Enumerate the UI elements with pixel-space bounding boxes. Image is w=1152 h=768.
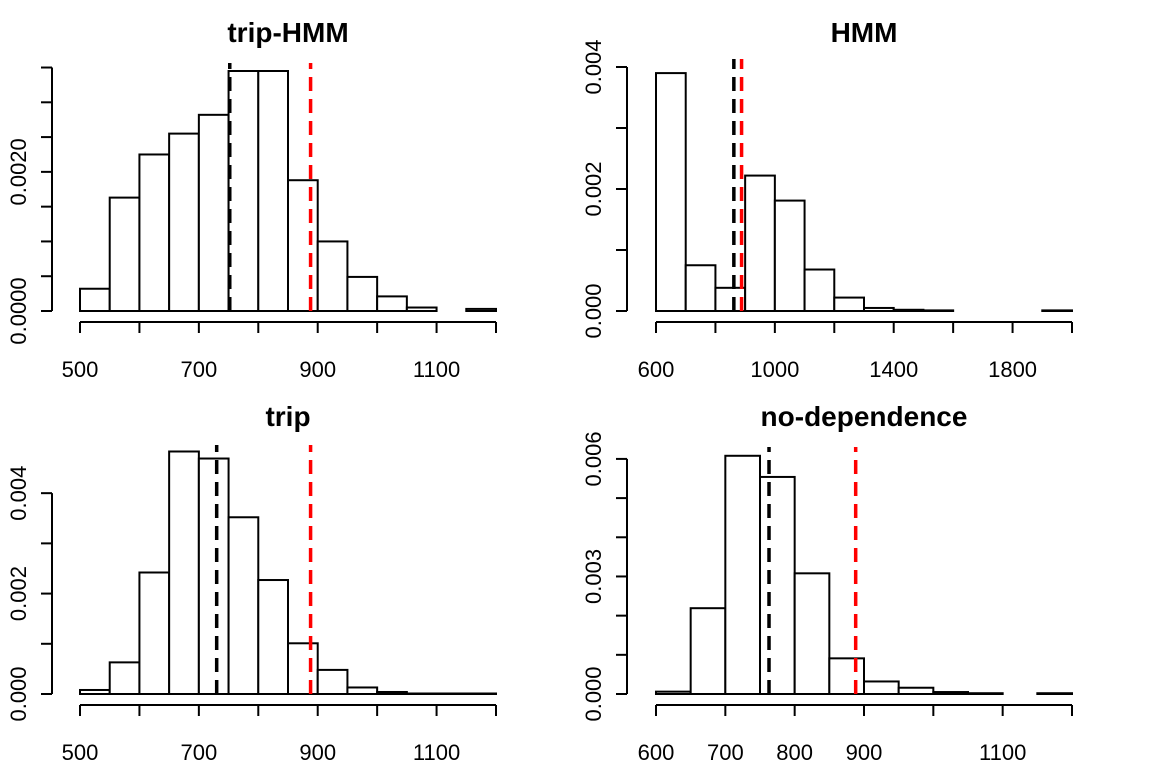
histogram-bar — [803, 268, 836, 312]
y-tick-label: 0.000 — [581, 283, 606, 338]
x-tick-label: 500 — [62, 740, 99, 765]
histogram-panel-3: trip 500 700 900 1100 0.000 0.002 0.004 — [6, 401, 497, 765]
histogram-bar — [932, 691, 969, 695]
histogram-bar — [897, 686, 935, 695]
x-tick-label: 800 — [776, 740, 813, 765]
x-tick-label: 1800 — [988, 357, 1037, 382]
histogram-bar — [833, 296, 865, 312]
histogram-bar — [376, 690, 408, 695]
histogram-bar — [79, 688, 111, 696]
histogram-bar — [828, 657, 865, 695]
histogram-bar — [655, 690, 692, 695]
histogram-bar — [108, 661, 141, 696]
histogram-bar — [168, 132, 200, 312]
histogram-bar — [1041, 309, 1074, 313]
y-tick-label: 0.000 — [581, 666, 606, 721]
x-tick-label: 900 — [846, 740, 883, 765]
histogram-bar — [759, 475, 796, 695]
histogram-bar — [346, 686, 379, 695]
histogram-bar — [1036, 692, 1074, 695]
histogram-bar — [892, 308, 925, 312]
histogram-bar — [316, 240, 349, 312]
histogram-bar — [435, 692, 468, 696]
y-tick-label: 0.004 — [581, 39, 606, 94]
x-tick-label: 500 — [62, 357, 99, 382]
x-tick-label: 1400 — [869, 357, 918, 382]
x-tick-label: 1100 — [979, 740, 1026, 765]
histogram-bar — [79, 287, 111, 313]
x-tick-label: 900 — [299, 357, 336, 382]
histogram-bar — [227, 516, 260, 695]
chart-title: HMM — [831, 17, 898, 48]
y-tick-label: 0.003 — [581, 549, 606, 604]
y-tick-label: 0.002 — [581, 161, 606, 216]
histogram-bar — [465, 692, 497, 696]
y-tick-label: 0.006 — [581, 431, 606, 486]
x-tick-label: 700 — [180, 357, 217, 382]
chart-title: no-dependence — [761, 401, 968, 432]
histogram-panel-2: HMM 600 1000 1400 1800 0.000 0.002 0.004 — [581, 17, 1074, 382]
histogram-bar — [227, 70, 260, 312]
histogram-bar — [287, 179, 319, 312]
histogram-bar — [257, 579, 289, 696]
histogram-bar — [863, 306, 895, 313]
histogram-bar — [773, 199, 806, 312]
histogram-bar — [684, 264, 717, 312]
histogram-bar — [689, 607, 727, 695]
histogram-panel-1: trip-HMM 500 700 900 1100 0.0000 0.0020 — [6, 17, 497, 382]
histogram-bar — [346, 275, 379, 313]
y-tick-label: 0.0000 — [6, 277, 31, 344]
histogram-bar — [922, 309, 955, 313]
x-tick-label: 600 — [638, 357, 675, 382]
chart-title: trip-HMM — [227, 17, 348, 48]
histogram-bar — [197, 457, 230, 695]
y-tick-label: 0.002 — [6, 566, 31, 621]
histogram-bar — [655, 72, 687, 312]
histogram-bar — [168, 450, 200, 695]
histogram-bar — [744, 174, 776, 312]
histogram-bar — [967, 692, 1004, 695]
histogram-bar — [863, 680, 900, 695]
histogram-panel-4: no-dependence 600 700 800 900 1100 0.000 0.003 0… — [581, 401, 1074, 765]
y-tick-label: 0.004 — [6, 466, 31, 521]
histogram-bar — [793, 572, 831, 695]
histogram-bar — [287, 642, 319, 696]
histogram-bar — [138, 571, 171, 696]
histogram-bar — [465, 307, 497, 313]
histogram-bar — [405, 306, 438, 312]
histogram-bar — [108, 196, 141, 312]
y-tick-label: 0.0020 — [6, 138, 31, 205]
histogram-bar — [138, 153, 171, 312]
y-tick-label: 0.000 — [6, 666, 31, 721]
histogram-bar — [257, 70, 289, 312]
histogram-bar — [724, 454, 761, 695]
histogram-bar — [316, 668, 349, 696]
x-tick-label: 700 — [180, 740, 217, 765]
x-tick-label: 1100 — [413, 740, 460, 765]
histogram-bar — [376, 295, 408, 312]
x-tick-label: 600 — [638, 740, 675, 765]
histogram-bar — [405, 692, 438, 696]
histogram-bar — [197, 113, 230, 313]
x-tick-label: 900 — [299, 740, 336, 765]
x-tick-label: 1100 — [413, 357, 460, 382]
x-tick-label: 700 — [707, 740, 744, 765]
chart-title: trip — [265, 401, 310, 432]
x-tick-label: 1000 — [750, 357, 799, 382]
